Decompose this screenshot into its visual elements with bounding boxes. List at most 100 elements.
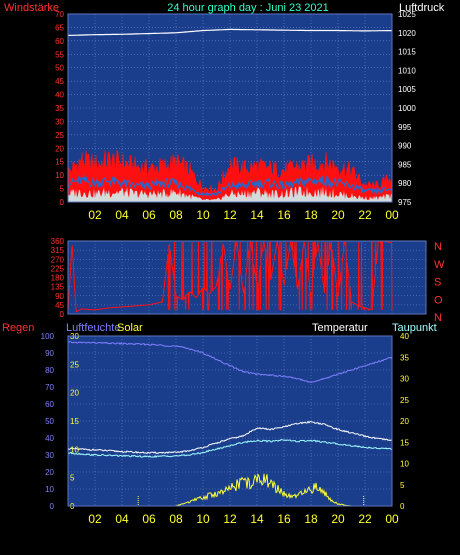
wind-axis-tick: 70 <box>55 10 64 19</box>
panel3-x-tick: 12 <box>223 512 237 526</box>
rain-axis-tick: 80 <box>45 366 54 375</box>
panel3-frame <box>67 335 393 507</box>
dewpoint-axis-tick: 5 <box>400 481 405 490</box>
wind-axis-tick: 15 <box>55 158 64 167</box>
panel1-frame <box>67 13 393 203</box>
pressure-axis-tick: 990 <box>398 142 412 151</box>
panel1-x-tick: 16 <box>277 208 291 222</box>
direction-axis-tick: 135 <box>51 283 65 292</box>
dewpoint-axis-tick: 15 <box>400 438 409 447</box>
rain-axis-tick: 30 <box>45 451 54 460</box>
humidity-axis-title: Luftfeuchte <box>66 322 120 334</box>
rain-axis-tick: 60 <box>45 400 54 409</box>
rain-axis-title: Regen <box>2 322 34 334</box>
panel3-x-tick: 02 <box>88 512 102 526</box>
pressure-axis-tick: 1000 <box>398 104 416 113</box>
direction-axis-tick: 315 <box>51 246 65 255</box>
panel3-x-tick: 06 <box>142 512 156 526</box>
dewpoint-axis-title: Taupunkt <box>392 322 437 334</box>
rain-axis-tick: 90 <box>45 349 54 358</box>
direction-compass-label: N <box>434 312 442 324</box>
panel1-x-tick: 14 <box>250 208 264 222</box>
panel3-x-tick: 04 <box>115 512 129 526</box>
panel3-x-tick: 18 <box>304 512 318 526</box>
wind-axis-tick: 30 <box>55 117 64 126</box>
wind-axis-tick: 45 <box>55 77 64 86</box>
dewpoint-axis-tick: 35 <box>400 353 409 362</box>
panel1-axes: 0510152025303540455055606570975980985990… <box>55 10 416 222</box>
pressure-axis-tick: 1010 <box>398 66 416 75</box>
pressure-axis-tick: 1025 <box>398 10 416 19</box>
direction-compass-label: O <box>434 294 443 306</box>
panel1-x-tick: 02 <box>88 208 102 222</box>
dewpoint-axis-tick: 20 <box>400 417 409 426</box>
wind-axis-tick: 5 <box>60 185 65 194</box>
panel2-frame <box>67 240 427 315</box>
panel1-x-tick: 12 <box>223 208 237 222</box>
wind-direction-series <box>67 240 393 313</box>
panel3-x-tick: 16 <box>277 512 291 526</box>
solar-label: Solar <box>117 322 143 334</box>
direction-axis-tick: 45 <box>55 301 64 310</box>
panel3-x-tick: 08 <box>169 512 183 526</box>
rain-axis-tick: 0 <box>50 502 55 511</box>
direction-compass-label: W <box>434 259 445 271</box>
panel1-x-tick: 06 <box>142 208 156 222</box>
rain-axis-tick: 40 <box>45 434 54 443</box>
pressure-axis-tick: 985 <box>398 160 412 169</box>
panel3-x-tick: 22 <box>358 512 372 526</box>
panel1-series <box>67 28 393 203</box>
temperature-label: Temperatur <box>312 322 368 334</box>
rain-axis-tick: 10 <box>45 485 54 494</box>
wind-axis-tick: 40 <box>55 91 64 100</box>
pressure-axis-tick: 1020 <box>398 29 416 38</box>
dewpoint-series <box>67 439 393 459</box>
dewpoint-axis-tick: 30 <box>400 375 409 384</box>
panel1-x-tick: 22 <box>358 208 372 222</box>
panel1-x-tick: 20 <box>331 208 345 222</box>
wind-gust-series <box>68 186 392 202</box>
direction-axis-tick: 225 <box>51 264 65 273</box>
dewpoint-axis-tick: 0 <box>400 502 405 511</box>
humidity-axis-tick: 15 <box>70 417 79 426</box>
pressure-series <box>68 28 393 36</box>
wind-axis-tick: 10 <box>55 171 64 180</box>
panel3-axes: 0 10 20 30 40 50 60 70 80 90 10 00 5 10 15 20 25 30 0 5 10 15… <box>41 332 410 526</box>
humidity-axis-tick: 10 <box>70 445 79 454</box>
humidity-axis-tick: 20 <box>70 389 79 398</box>
direction-compass-label: N <box>434 241 442 253</box>
pressure-axis-title: Luftdruck <box>399 2 445 14</box>
pressure-axis-tick: 975 <box>398 198 412 207</box>
panel3-x-tick: 20 <box>331 512 345 526</box>
rain-axis-tick: 100 <box>41 332 55 341</box>
pressure-axis-tick: 1005 <box>398 85 416 94</box>
rain-axis-tick: 50 <box>45 417 54 426</box>
wind-max-series <box>67 149 393 203</box>
panel1-x-tick: 10 <box>196 208 210 222</box>
rain-axis-tick: 70 <box>45 383 54 392</box>
pressure-axis-tick: 980 <box>398 179 412 188</box>
panel3-x-tick: 00 <box>385 512 399 526</box>
wind-avg-series <box>67 173 393 198</box>
wind-axis-tick: 50 <box>55 64 64 73</box>
temperature-series <box>67 420 393 454</box>
rain-axis-tick: 20 <box>45 468 54 477</box>
wind-axis-tick: 65 <box>55 23 64 32</box>
humidity-series <box>68 341 393 383</box>
wind-axis-tick: 25 <box>55 131 64 140</box>
pressure-axis-tick: 1015 <box>398 48 416 57</box>
direction-compass-label: S <box>434 277 441 289</box>
wind-axis-tick: 60 <box>55 37 64 46</box>
humidity-axis-tick: 5 <box>70 474 75 483</box>
pressure-axis-tick: 995 <box>398 123 412 132</box>
chart-title: 24 hour graph day : Juni 23 2021 <box>167 2 328 14</box>
dewpoint-axis-tick: 40 <box>400 332 409 341</box>
panel2-series <box>67 240 393 313</box>
direction-axis-tick: 360 <box>51 237 65 246</box>
wind-axis-title: Windstärke <box>4 2 59 14</box>
dewpoint-axis-tick: 25 <box>400 396 409 405</box>
panel1-x-tick: 18 <box>304 208 318 222</box>
direction-axis-tick: 0 <box>60 310 65 319</box>
